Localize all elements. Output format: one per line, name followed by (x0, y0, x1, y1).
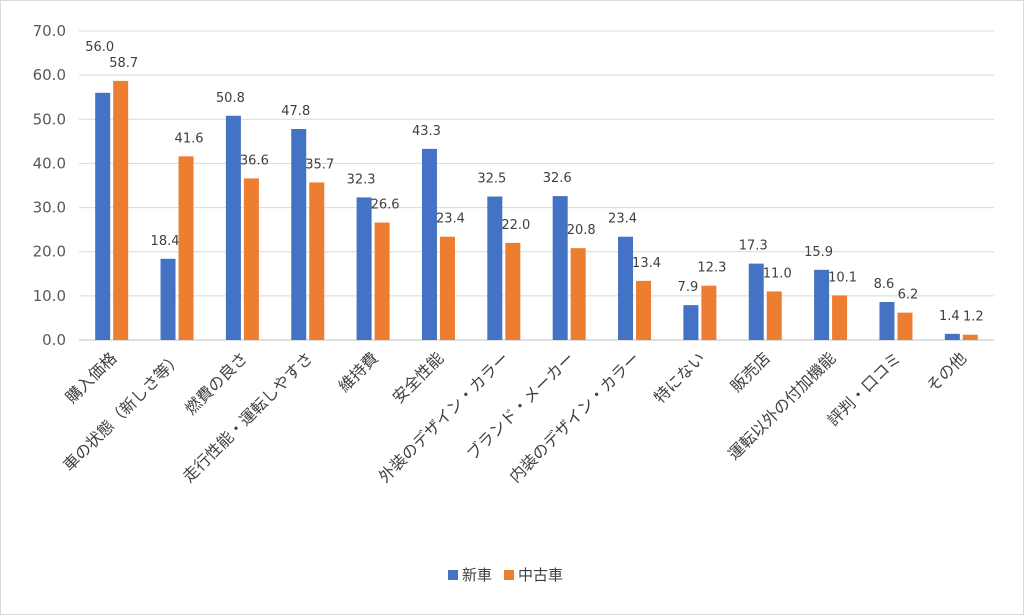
category-label: 購入価格 (62, 348, 121, 407)
data-label: 32.6 (543, 171, 572, 186)
bar (95, 92, 111, 340)
data-label: 50.8 (216, 91, 245, 106)
data-label: 1.2 (963, 310, 984, 325)
category-label: 特にない (650, 348, 709, 407)
y-tick-label: 40.0 (33, 154, 66, 172)
bar (178, 156, 194, 340)
legend-label: 中古車 (518, 566, 563, 584)
bar (439, 236, 455, 340)
category-label: 運転以外の付加機能 (724, 348, 839, 463)
data-label: 36.6 (240, 153, 269, 168)
data-label: 18.4 (151, 234, 180, 249)
data-label: 12.3 (697, 261, 726, 276)
y-tick-label: 70.0 (33, 22, 66, 40)
legend-swatch (448, 570, 458, 580)
data-label: 35.7 (305, 157, 334, 172)
data-label: 41.6 (175, 131, 204, 146)
bar (309, 182, 325, 340)
data-label: 23.4 (608, 212, 637, 227)
bar (552, 196, 568, 340)
bar (766, 291, 782, 340)
category-label: 維持費 (335, 348, 382, 395)
bar (897, 312, 913, 340)
data-label: 32.5 (477, 172, 506, 187)
bar (243, 178, 259, 340)
category-label: 走行性能・運転しやすさ (179, 348, 317, 486)
bar (962, 334, 978, 340)
data-label: 6.2 (898, 288, 919, 303)
data-label: 13.4 (632, 256, 661, 271)
bar (944, 333, 960, 340)
data-label: 56.0 (85, 40, 114, 55)
category-label: ブランド・メーカー (463, 348, 578, 463)
data-label: 43.3 (412, 124, 441, 139)
data-label: 26.6 (371, 198, 400, 213)
bar (113, 80, 129, 340)
category-label: 外装のデザイン・カラー (375, 348, 513, 486)
y-tick-label: 20.0 (33, 243, 66, 261)
bar (421, 148, 437, 340)
data-label: 1.4 (939, 309, 960, 324)
legend-swatch (504, 570, 514, 580)
legend-label: 新車 (462, 566, 492, 584)
y-tick-label: 10.0 (33, 287, 66, 305)
data-label: 10.1 (828, 270, 857, 285)
bar (701, 285, 717, 340)
bar (879, 302, 895, 340)
bar (683, 305, 699, 340)
data-label: 47.8 (281, 104, 310, 119)
y-tick-label: 60.0 (33, 66, 66, 84)
bar (160, 258, 176, 340)
category-label: 燃費の良さ (181, 348, 251, 418)
category-label: 販売店 (727, 348, 774, 395)
bar (570, 248, 586, 340)
bar (374, 222, 390, 340)
category-label: 車の状態（新しさ等） (59, 348, 186, 475)
category-label: 安全性能 (389, 348, 448, 407)
bar (636, 280, 652, 340)
bar (356, 197, 372, 340)
data-label: 15.9 (804, 245, 833, 260)
data-label: 17.3 (739, 239, 768, 254)
data-label: 32.3 (347, 172, 376, 187)
data-label: 23.4 (436, 212, 465, 227)
data-label: 22.0 (501, 218, 530, 233)
data-label: 11.0 (763, 266, 792, 281)
data-label: 7.9 (678, 280, 699, 295)
y-tick-label: 0.0 (42, 331, 66, 349)
bar (814, 269, 830, 340)
bar (748, 263, 764, 340)
bar (225, 115, 241, 340)
y-tick-label: 50.0 (33, 110, 66, 128)
bar (505, 242, 521, 340)
category-label: その他 (923, 348, 970, 395)
y-tick-label: 30.0 (33, 199, 66, 217)
bar (618, 236, 634, 340)
bar (832, 295, 848, 340)
data-label: 8.6 (874, 277, 895, 292)
category-label: 内装のデザイン・カラー (505, 348, 643, 486)
data-label: 20.8 (567, 223, 596, 238)
bar (487, 196, 503, 340)
data-label: 58.7 (109, 56, 138, 71)
bar (291, 128, 307, 340)
